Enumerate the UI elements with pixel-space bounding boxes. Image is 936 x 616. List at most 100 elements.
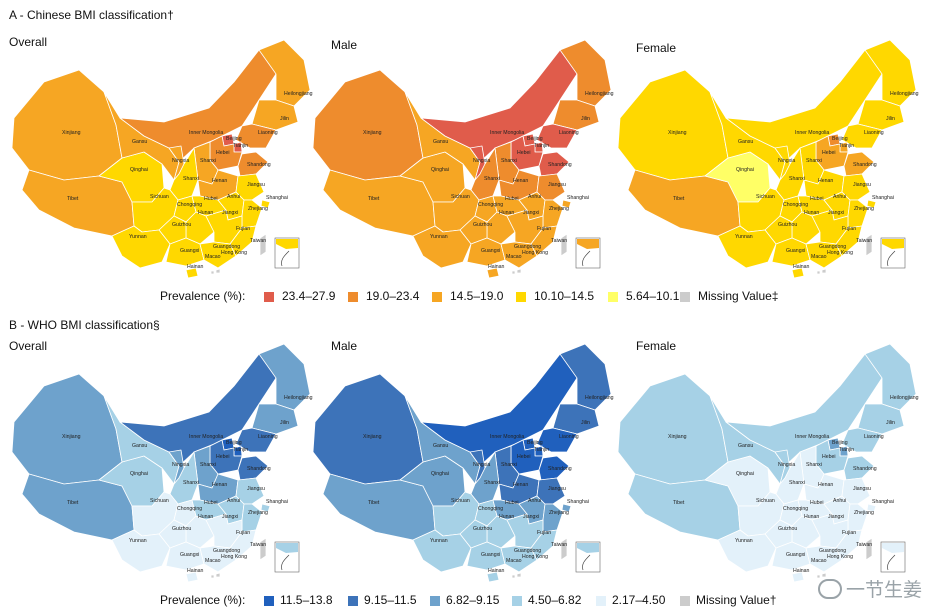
label-anhui-b-female: Anhui (833, 498, 846, 504)
label-chongqing-b-overall: Chongqing (177, 506, 202, 512)
legend-a-text-3: 14.5–19.0 (450, 289, 504, 303)
legend-a-text-5: 5.64–10.1 (626, 289, 680, 303)
legend-a-label: Prevalence (%): (160, 289, 246, 303)
region-liaoning-a-overall (235, 123, 277, 149)
watermark: 一节生姜 (817, 575, 922, 602)
label-guangxi-b-overall: Guangxi (180, 552, 199, 558)
map-b-overall: Xinjiang Tibet Qinghai Gansu Inner Mongolia H… (11, 343, 313, 583)
label-guangxi-b-male: Guangxi (481, 552, 500, 558)
label-yunnan-a-overall: Yunnan (129, 234, 147, 240)
label-qinghai-a-female: Qinghai (736, 167, 754, 173)
region-hongkong-b-female (821, 572, 827, 578)
legend-a-text-1: 23.4–27.9 (282, 289, 336, 303)
label-jiangxi-b-female: Jiangxi (828, 514, 844, 520)
label-tianjin-a-male: Tianjin (534, 143, 549, 149)
label-hainan-b-male: Hainan (488, 568, 505, 574)
label-shanghai-b-female: Shanghai (872, 499, 894, 505)
label-jiangsu-a-female: Jiangsu (853, 182, 871, 188)
legend-b-text-2: 9.15–11.5 (364, 593, 417, 607)
legend-b-label: Prevalence (%): (160, 593, 246, 607)
legend-b-swatch-3 (430, 596, 440, 606)
label-hongkong-b-male: Hong Kong (522, 554, 548, 560)
label-taiwan-b-male: Taiwan (551, 542, 567, 548)
label-macao-b-male: Macao (506, 558, 522, 564)
label-hainan-b-overall: Hainan (187, 568, 204, 574)
legend-a-text-6: Missing Value‡ (698, 289, 779, 303)
label-chongqing-b-female: Chongqing (783, 506, 808, 512)
label-shaanxi-b-female: Shanxi (789, 480, 805, 486)
label-fujian-b-overall: Fujian (236, 530, 250, 536)
label-liaoning-b-overall: Liaoning (258, 434, 278, 440)
label-guangdong-b-overall: Guangdong (213, 548, 240, 554)
label-gansu-b-male: Gansu (433, 443, 448, 449)
label-tibet-a-overall: Tibet (67, 196, 79, 202)
label-shandong-a-overall: Shandong (247, 162, 271, 168)
label-macao-b-overall: Macao (205, 558, 221, 564)
region-xinjiang-b-male (312, 373, 424, 485)
label-qinghai-b-overall: Qinghai (130, 471, 148, 477)
region-hongkong-a-male (516, 268, 522, 274)
label-jiangsu-b-male: Jiangsu (548, 486, 566, 492)
label-anhui-a-male: Anhui (528, 194, 541, 200)
label-taiwan-b-overall: Taiwan (250, 542, 266, 548)
label-jiangxi-b-male: Jiangxi (523, 514, 539, 520)
label-macao-a-overall: Macao (205, 254, 221, 260)
label-jiangsu-a-overall: Jiangsu (247, 182, 265, 188)
legend-b-text-4: 4.50–6.82 (528, 593, 582, 607)
label-taiwan-a-overall: Taiwan (250, 238, 266, 244)
legend-a-text-4: 10.10–14.5 (534, 289, 595, 303)
label-beijing-b-male: Beijing (527, 440, 543, 446)
label-beijing-a-female: Beijing (832, 136, 848, 142)
label-shanxi-a-female: Shanxi (806, 158, 822, 164)
label-shaanxi-a-male: Shanxi (484, 176, 500, 182)
label-henan-b-female: Henan (818, 482, 833, 488)
south-china-sea-region-a-male (577, 239, 599, 249)
label-hongkong-a-overall: Hong Kong (221, 250, 247, 256)
label-hunan-b-overall: Hunan (198, 514, 213, 520)
legend-b-text-3: 6.82–9.15 (446, 593, 500, 607)
region-fujian-a-female (835, 225, 863, 257)
region-xinjiang-a-female (617, 69, 729, 181)
region-hlj-a-female (864, 39, 917, 107)
label-xinjiang-a-male: Xinjiang (363, 130, 382, 136)
south-china-sea-region-a-female (882, 239, 904, 249)
south-china-sea-region-b-female (882, 543, 904, 553)
legend-b-swatch-1 (264, 596, 274, 606)
label-yunnan-b-female: Yunnan (735, 538, 753, 544)
region-taiwan-b-male (560, 537, 568, 561)
region-hlj-a-overall (258, 39, 311, 107)
label-liaoning-b-female: Liaoning (864, 434, 884, 440)
south-china-sea-islands-a-female (887, 250, 896, 267)
south-china-sea-region-b-male (577, 543, 599, 553)
south-china-sea-region-a-overall (276, 239, 298, 249)
watermark-text: 一节生姜 (845, 579, 922, 601)
label-shanxi-b-male: Shanxi (501, 462, 517, 468)
label-tibet-b-male: Tibet (368, 500, 380, 506)
region-shanghai-a-overall (260, 199, 271, 209)
label-hebei-b-female: Hebei (822, 454, 836, 460)
label-yunnan-a-male: Yunnan (430, 234, 448, 240)
label-shanghai-a-female: Shanghai (872, 195, 894, 201)
label-macao-a-male: Macao (506, 254, 522, 260)
label-yunnan-b-male: Yunnan (430, 538, 448, 544)
label-gansu-b-overall: Gansu (132, 443, 147, 449)
region-shanghai-b-female (866, 503, 877, 513)
region-hlj-b-male (559, 343, 612, 411)
region-hainan-b-male (486, 571, 500, 583)
label-qinghai-a-male: Qinghai (431, 167, 449, 173)
label-shaanxi-b-male: Shanxi (484, 480, 500, 486)
label-sichuan-b-female: Sichuan (756, 498, 775, 504)
label-hlj-a-male: Heilongjiang (585, 91, 614, 97)
region-shanghai-a-male (561, 199, 572, 209)
region-taiwan-a-female (865, 233, 873, 257)
label-hebei-a-male: Hebei (517, 150, 531, 156)
region-liaoning-a-female (841, 123, 883, 149)
label-sichuan-a-female: Sichuan (756, 194, 775, 200)
south-china-sea-islands-b-male (582, 554, 591, 571)
label-inner-b-female: Inner Mongolia (795, 434, 829, 440)
label-hlj-b-female: Heilongjiang (890, 395, 919, 401)
label-taiwan-b-female: Taiwan (856, 542, 872, 548)
label-jiangsu-b-female: Jiangsu (853, 486, 871, 492)
region-yunnan-b-overall (111, 529, 171, 573)
region-hongkong-a-overall (215, 268, 221, 274)
